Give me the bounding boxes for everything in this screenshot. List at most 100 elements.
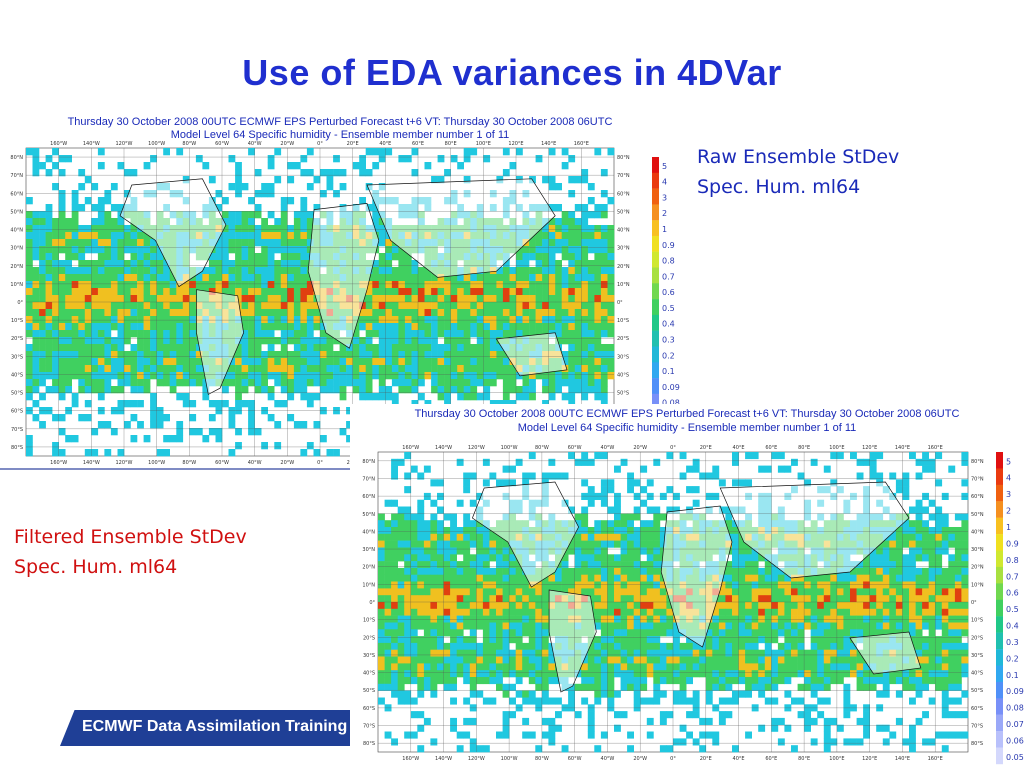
filtered-lat-label: 40°N (362, 529, 375, 535)
filtered-legend-swatch (996, 550, 1003, 568)
filtered-legend-label: 0.9 (1006, 539, 1019, 548)
filtered-lat-label: 50°S (971, 688, 983, 694)
raw-lon-label: 140°W (83, 460, 100, 464)
raw-lon-label: 20°W (280, 141, 294, 147)
filtered-lon-label: 160°W (402, 445, 419, 451)
raw-caption: Raw Ensemble StDev Spec. Hum. ml64 (697, 142, 899, 202)
filtered-legend-label: 0.3 (1006, 638, 1019, 647)
filtered-lon-label: 160°E (928, 756, 943, 762)
raw-lat-label: 20°N (617, 264, 630, 270)
raw-lat-label: 10°N (10, 282, 23, 288)
filtered-lat-label: 80°S (363, 741, 375, 747)
raw-lat-label: 30°S (11, 354, 23, 360)
raw-lat-label: 20°N (10, 264, 23, 270)
raw-legend-label: 4 (662, 178, 667, 187)
filtered-lat-label: 30°S (363, 653, 375, 659)
raw-lat-label: 0° (617, 300, 623, 306)
raw-legend-label: 0.7 (662, 272, 675, 281)
raw-lat-label: 40°N (10, 228, 23, 234)
filtered-legend-label: 0.5 (1006, 605, 1019, 614)
raw-legend-swatch (652, 393, 659, 410)
filtered-map-header-line2: Model Level 64 Specific humidity - Ensem… (517, 422, 857, 434)
raw-legend-swatch (652, 330, 659, 347)
filtered-legend-swatch (996, 501, 1003, 518)
filtered-legend-swatch (996, 452, 1003, 469)
filtered-lon-label: 120°W (468, 445, 485, 451)
filtered-legend-swatch (996, 468, 1003, 485)
filtered-lat-label: 30°N (971, 547, 984, 553)
filtered-lon-label: 120°W (468, 756, 485, 762)
filtered-lon-label: 140°W (435, 445, 452, 451)
raw-legend-swatch (652, 204, 659, 221)
filtered-lat-label: 60°S (971, 706, 983, 712)
filtered-legend-label: 0.8 (1006, 556, 1019, 565)
filtered-lon-label: 40°W (601, 756, 615, 762)
raw-lon-label: 60°W (215, 460, 229, 464)
filtered-caption-line2: Spec. Hum. ml64 (14, 556, 178, 578)
filtered-lon-label: 20°W (633, 445, 647, 451)
raw-stdev-map: 160°W160°W140°W140°W120°W120°W100°W100°W… (10, 141, 679, 464)
raw-lon-label: 160°E (574, 141, 589, 147)
filtered-lat-label: 10°S (971, 618, 983, 624)
filtered-legend-swatch (996, 484, 1003, 502)
raw-lat-label: 60°S (11, 409, 23, 415)
raw-lon-label: 100°W (148, 141, 165, 147)
filtered-legend-swatch (996, 731, 1003, 748)
raw-legend-swatch (652, 378, 659, 395)
raw-caption-line1: Raw Ensemble StDev (697, 146, 900, 168)
raw-lon-label: 40°W (248, 460, 262, 464)
filtered-legend-label: 2 (1006, 507, 1011, 516)
raw-lat-label: 70°S (11, 427, 23, 433)
filtered-lat-label: 30°N (362, 547, 375, 553)
filtered-lat-label: 0° (369, 600, 375, 606)
filtered-lat-label: 60°N (971, 494, 984, 500)
raw-legend-label: 3 (662, 193, 667, 202)
raw-lat-label: 70°N (617, 173, 630, 179)
raw-lat-label: 50°S (11, 391, 23, 397)
filtered-lat-label: 70°N (362, 476, 375, 482)
filtered-legend-swatch (996, 632, 1003, 650)
raw-lat-label: 40°S (617, 372, 629, 378)
filtered-legend: 5 4 3 2 1 0.9 0.8 0.7 0.6 0.5 0.4 0.3 0.2 0.1 0.09 0.08… (996, 452, 1024, 765)
filtered-legend-swatch (996, 747, 1003, 765)
filtered-lon-label: 140°E (895, 756, 910, 762)
filtered-legend-swatch (996, 698, 1003, 715)
filtered-legend-label: 0.6 (1006, 589, 1019, 598)
raw-legend-swatch (652, 188, 659, 205)
filtered-legend-swatch (996, 665, 1003, 683)
filtered-legend-label: 0.09 (1006, 687, 1024, 696)
filtered-caption: Filtered Ensemble StDev Spec. Hum. ml64 (14, 522, 247, 582)
raw-legend-swatch (652, 314, 659, 331)
raw-legend-label: 0.4 (662, 320, 675, 329)
filtered-stdev-map: 160°W160°W140°W140°W120°W120°W100°W100°W… (362, 445, 1024, 765)
filtered-legend-label: 0.05 (1006, 753, 1024, 762)
filtered-legend-label: 4 (1006, 474, 1011, 483)
filtered-lon-label: 20°W (633, 756, 647, 762)
filtered-lon-label: 20°E (700, 756, 712, 762)
raw-lon-label: 80°W (182, 141, 196, 147)
filtered-legend-label: 3 (1006, 490, 1011, 499)
filtered-lon-label: 100°W (501, 445, 518, 451)
raw-lon-label: 60°E (412, 141, 424, 147)
filtered-lon-label: 60°W (568, 756, 582, 762)
filtered-lon-label: 100°W (501, 756, 518, 762)
raw-lon-label: 160°W (50, 460, 67, 464)
raw-legend-label: 0.1 (662, 367, 675, 376)
filtered-legend-label: 0.1 (1006, 671, 1019, 680)
raw-lat-label: 0° (17, 300, 23, 306)
filtered-legend-label: 0.2 (1006, 654, 1019, 663)
raw-lon-label: 120°W (116, 460, 133, 464)
raw-lat-label: 60°N (617, 191, 630, 197)
raw-lat-label: 50°N (10, 209, 23, 215)
raw-legend-label: 0.9 (662, 241, 675, 250)
raw-legend-label: 1 (662, 225, 667, 234)
raw-lon-label: 80°E (445, 141, 457, 147)
filtered-lon-label: 0° (670, 756, 676, 762)
filtered-lon-label: 80°E (798, 445, 810, 451)
filtered-legend-swatch (996, 583, 1003, 600)
filtered-lat-label: 10°N (971, 582, 984, 588)
raw-caption-line2: Spec. Hum. ml64 (697, 176, 861, 198)
filtered-lat-label: 40°S (363, 671, 375, 677)
raw-lat-label: 20°S (11, 336, 23, 342)
raw-lat-label: 30°N (10, 246, 23, 252)
